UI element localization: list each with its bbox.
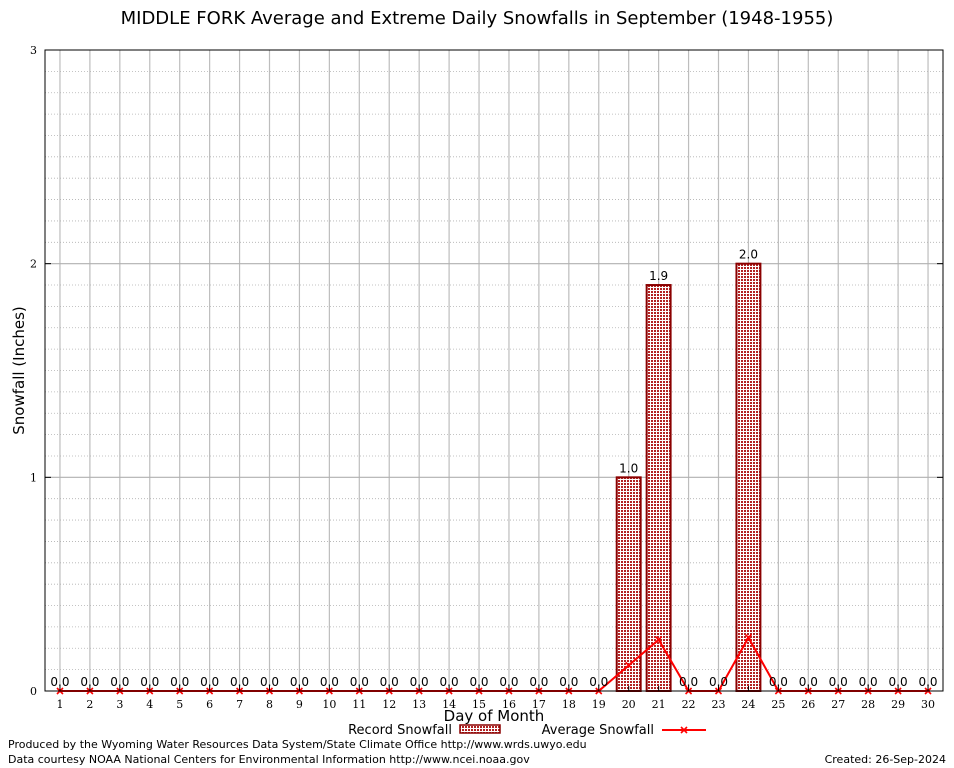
x-tick-label: 24 <box>741 698 755 711</box>
record-value-label: 0.0 <box>320 675 339 689</box>
x-tick-label: 1 <box>56 698 63 711</box>
record-value-label: 0.0 <box>829 675 848 689</box>
y-tick-label: 2 <box>30 258 37 271</box>
x-tick-label: 6 <box>206 698 213 711</box>
record-value-label: 0.0 <box>290 675 309 689</box>
x-tick-label: 22 <box>682 698 696 711</box>
record-value-label: 0.0 <box>260 675 279 689</box>
record-value-label: 0.0 <box>679 675 698 689</box>
record-value-label: 0.0 <box>889 675 908 689</box>
record-value-label: 0.0 <box>380 675 399 689</box>
record-value-label: 0.0 <box>859 675 878 689</box>
x-tick-label: 14 <box>442 698 456 711</box>
x-tick-label: 5 <box>176 698 183 711</box>
x-tick-label: 19 <box>592 698 606 711</box>
y-axis-label: Snowfall (Inches) <box>10 306 28 434</box>
legend: Record Snowfall Average Snowfall <box>348 723 706 738</box>
x-tick-label: 28 <box>861 698 875 711</box>
record-value-label: 2.0 <box>739 248 758 262</box>
legend-record-swatch <box>459 724 501 734</box>
record-value-label: 0.0 <box>200 675 219 689</box>
record-value-label: 0.0 <box>230 675 249 689</box>
record-value-label: 0.0 <box>559 675 578 689</box>
x-tick-label: 7 <box>236 698 243 711</box>
footer-producer: Produced by the Wyoming Water Resources … <box>8 738 587 751</box>
x-tick-label: 17 <box>532 698 546 711</box>
record-value-label: 0.0 <box>440 675 459 689</box>
x-tick-label: 20 <box>622 698 636 711</box>
x-tick-label: 30 <box>921 698 935 711</box>
x-tick-label: 16 <box>502 698 516 711</box>
record-bars <box>615 262 762 693</box>
x-tick-label: 11 <box>352 698 366 711</box>
average-point <box>625 661 633 669</box>
record-value-label: 0.0 <box>469 675 488 689</box>
footer-data-source: Data courtesy NOAA National Centers for … <box>8 753 530 766</box>
record-value-label: 0.0 <box>140 675 159 689</box>
x-tick-label: 21 <box>652 698 666 711</box>
record-value-label: 0.0 <box>589 675 608 689</box>
y-tick-label: 0 <box>30 685 37 698</box>
y-tick-label: 1 <box>30 471 37 484</box>
average-point <box>744 634 752 642</box>
x-tick-label: 27 <box>831 698 845 711</box>
record-value-label: 0.0 <box>350 675 369 689</box>
record-value-label: 0.0 <box>918 675 937 689</box>
record-value-label: 0.0 <box>80 675 99 689</box>
plot-frame <box>44 49 944 692</box>
record-value-label: 0.0 <box>769 675 788 689</box>
record-value-label: 0.0 <box>499 675 518 689</box>
x-axis-label: Day of Month <box>444 707 545 725</box>
x-tick-label: 13 <box>412 698 426 711</box>
record-value-label: 0.0 <box>529 675 548 689</box>
record-value-label: 0.0 <box>50 675 69 689</box>
x-tick-label: 25 <box>771 698 785 711</box>
x-tick-label: 18 <box>562 698 576 711</box>
x-tick-label: 26 <box>801 698 815 711</box>
record-value-label: 1.0 <box>619 461 638 475</box>
record-value-label: 0.0 <box>110 675 129 689</box>
legend-record-label: Record Snowfall <box>348 723 452 738</box>
data-labels: 0.0 0.0 0.0 0.0 0.0 0.0 0.0 0.0 0.0 0.0 0.0 0.0 0.0 0… <box>50 248 937 689</box>
grid <box>45 50 943 691</box>
record-bar <box>645 284 672 692</box>
legend-average-label: Average Snowfall <box>542 723 654 738</box>
x-tick-label: 2 <box>86 698 93 711</box>
x-tick-label: 10 <box>322 698 336 711</box>
y-tick-label: 3 <box>30 44 37 57</box>
record-value-label: 0.0 <box>709 675 728 689</box>
x-tick-label: 15 <box>472 698 486 711</box>
record-value-label: 0.0 <box>410 675 429 689</box>
x-tick-label: 29 <box>891 698 905 711</box>
x-tick-label: 3 <box>116 698 123 711</box>
x-tick-label: 8 <box>266 698 273 711</box>
legend-average-marker <box>680 726 688 734</box>
record-value-label: 0.0 <box>170 675 189 689</box>
x-tick-label: 4 <box>146 698 153 711</box>
x-tick-label: 23 <box>712 698 726 711</box>
x-tick-label: 9 <box>296 698 303 711</box>
chart-title: MIDDLE FORK Average and Extreme Daily Sn… <box>120 8 834 29</box>
footer-created: Created: 26-Sep-2024 <box>824 753 946 766</box>
average-point <box>655 636 663 644</box>
record-value-label: 1.9 <box>649 269 668 283</box>
record-bar <box>735 262 762 692</box>
record-value-label: 0.0 <box>799 675 818 689</box>
x-tick-label: 12 <box>382 698 396 711</box>
